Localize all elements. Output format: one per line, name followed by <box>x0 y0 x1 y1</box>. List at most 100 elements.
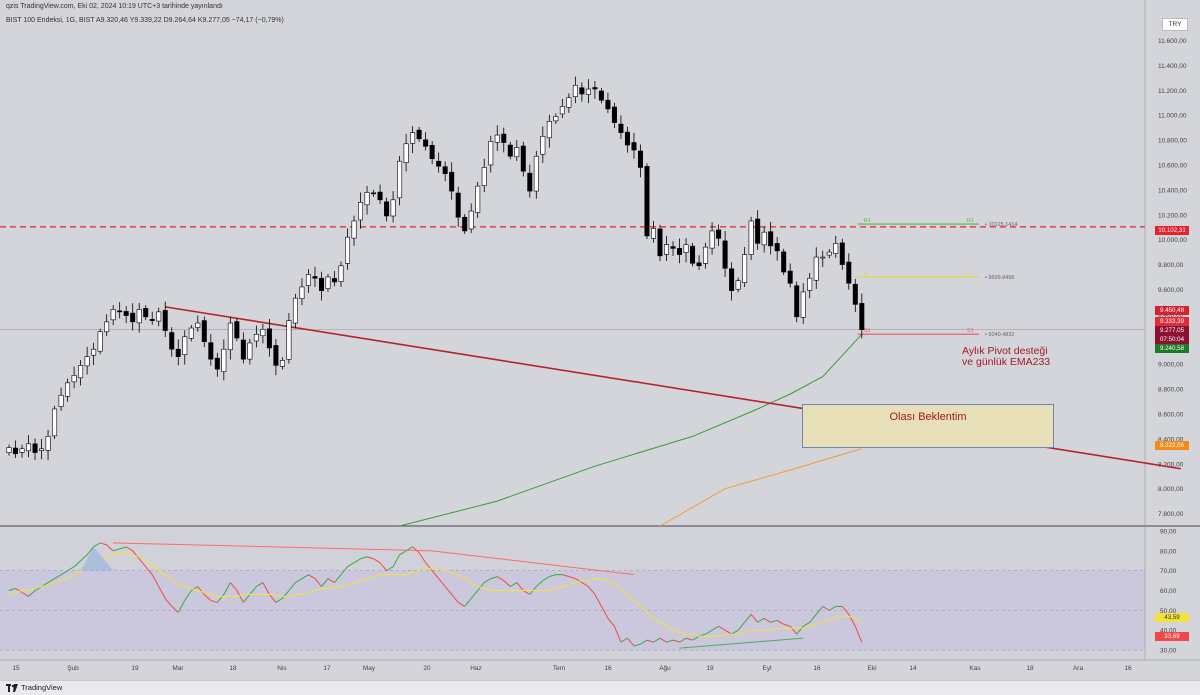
rsi-axis-label: 70,00 <box>1160 568 1177 575</box>
candle-body <box>201 320 207 343</box>
candle-body <box>703 246 709 264</box>
pivot-r1-value: • 10125.1414 <box>985 222 1018 228</box>
candle-body <box>240 339 246 360</box>
rsi-segment <box>86 546 95 556</box>
candle-body <box>416 129 422 140</box>
rsi-segment <box>425 562 433 571</box>
candle-body <box>32 443 38 453</box>
price-axis-label: 8.200,00 <box>1158 461 1184 468</box>
date-axis-label: 19 <box>706 665 714 672</box>
price-axis-label: 11.200,00 <box>1158 88 1187 95</box>
rsi-segment <box>483 578 492 584</box>
candle-body <box>286 320 292 360</box>
candle-body <box>533 155 539 192</box>
candle-body <box>729 268 735 291</box>
rsi-segment <box>789 625 798 635</box>
brand[interactable]: TradingView <box>6 683 62 692</box>
candle-body <box>13 447 19 455</box>
rsi-segment <box>692 635 700 641</box>
candle-body <box>637 150 643 168</box>
candle-body <box>312 276 318 279</box>
rsi-segment <box>60 570 68 576</box>
rsi-segment <box>666 639 674 643</box>
candle-body <box>579 87 585 95</box>
candle-body <box>143 308 149 318</box>
price-axis-label: 10.400,00 <box>1158 187 1187 194</box>
candle-body <box>71 375 77 383</box>
currency-button[interactable]: TRY <box>1162 18 1188 31</box>
target-zone-box: Olası Beklentim <box>802 404 1054 448</box>
bar-timer-tag: 07:50:04 <box>1155 335 1189 344</box>
candle-body <box>97 331 103 352</box>
price-chart[interactable]: 11.600,00 11.400,00 11.200,00 11.000,00 10.8… <box>0 0 1200 680</box>
rsi-segment <box>854 626 863 643</box>
rsi-segment <box>242 594 251 603</box>
rsi-segment <box>191 586 199 591</box>
candle-body <box>520 145 526 172</box>
candle-body <box>377 191 383 201</box>
rsi-segment <box>535 580 544 587</box>
candle-body <box>690 245 696 264</box>
candle-body <box>234 321 240 339</box>
rsi-segment <box>783 623 791 627</box>
rsi-segment <box>438 578 446 587</box>
rsi-segment <box>600 606 609 619</box>
publish-info: qzis TradingView.com, Eki 02, 2024 10:19… <box>6 3 223 10</box>
rsi-segment <box>828 605 837 611</box>
price-axis-label: 8.600,00 <box>1158 411 1184 418</box>
candle-body <box>768 231 774 247</box>
rsi-segment <box>653 637 661 643</box>
pivot-annotation-line2: ve günlük EMA233 <box>962 356 1051 368</box>
rsi-segment <box>151 574 160 587</box>
rsi-segment <box>412 546 420 554</box>
candle-body <box>585 88 591 95</box>
candle-body <box>559 106 565 115</box>
dashed-level-tag: 10.102,31 <box>1155 226 1189 235</box>
candle-body <box>423 139 429 147</box>
rsi-segment <box>203 594 212 601</box>
rsi-segment <box>575 578 583 584</box>
rsi-segment <box>477 582 485 591</box>
rsi-segment <box>815 606 824 615</box>
candle-body <box>683 244 689 253</box>
rsi-segment <box>737 621 746 631</box>
footer-bar: TradingView <box>0 680 1200 695</box>
candle-body <box>605 99 611 110</box>
rsi-segment <box>15 588 23 593</box>
rsi-segment <box>620 637 628 643</box>
rsi-axis-label: 90,00 <box>1160 528 1177 535</box>
rsi-segment <box>275 598 283 603</box>
rsi-segment <box>802 621 810 627</box>
rsi-segment <box>308 574 316 580</box>
rsi-segment <box>249 586 257 595</box>
candle-body <box>839 242 845 265</box>
rsi-segment <box>47 578 55 584</box>
rsi-segment <box>125 546 133 552</box>
price-axis-label: 9.800,00 <box>1158 262 1184 269</box>
candle-body <box>19 448 25 453</box>
candle-body <box>553 116 559 122</box>
rsi-segment <box>581 582 589 587</box>
rsi-segment <box>451 594 459 603</box>
rsi-segment <box>399 550 407 556</box>
candle-body <box>279 360 285 367</box>
date-axis-label: 14 <box>909 665 917 672</box>
candle-body <box>807 277 813 291</box>
candle-body <box>546 121 552 139</box>
candle-body <box>572 84 578 98</box>
pivot-annotation-line1: Aylık Pivot desteği <box>962 345 1048 357</box>
candle-body <box>188 327 194 339</box>
candle-body <box>390 199 396 217</box>
rsi-segment <box>158 586 166 599</box>
candle-body <box>403 143 409 164</box>
candle-body <box>859 303 865 330</box>
candle-body <box>260 328 266 337</box>
candle-body <box>65 382 71 397</box>
candle-body <box>130 312 136 323</box>
date-axis-label: Şub <box>67 665 79 672</box>
candle-body <box>169 332 175 350</box>
candle-body <box>156 311 162 322</box>
candle-body <box>618 123 624 133</box>
candle-body <box>735 280 741 290</box>
